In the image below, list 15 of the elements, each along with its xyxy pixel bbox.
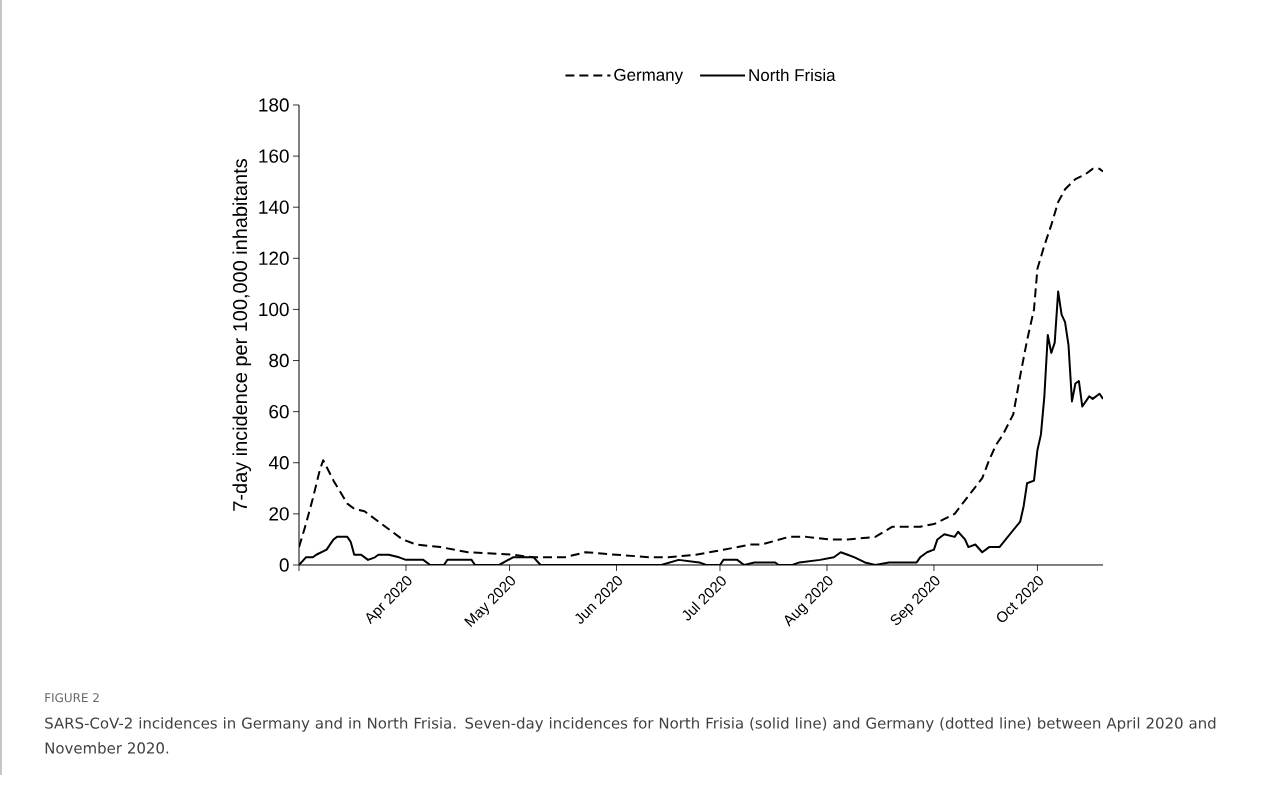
y-tick-label: 20: [269, 507, 289, 521]
text: SARS-CoV-2 incidences in Germany and in North Frisia. Seven-day incidences for North Frisia (solid line) and Germany (dotted line) between April 2020 and November 2020.: [45, 717, 1216, 754]
y-tick-label: 80: [269, 353, 289, 368]
legend-label: Germany: [614, 68, 684, 85]
y-tick-label: 140: [259, 200, 289, 214]
y-tick-label: 160: [259, 149, 289, 163]
y-axis-title: 7-day incidence per 100,000 inhabitants: [232, 159, 252, 511]
y-tick-label: 100: [259, 302, 289, 317]
y-tick-label: 40: [268, 456, 289, 470]
y-tick-label: 120: [259, 251, 289, 266]
y-tick-label: 60: [269, 404, 289, 419]
caption: FIGURE 2: [45, 693, 99, 703]
y-tick-label: 0: [279, 558, 289, 572]
y-tick-label: 180: [259, 98, 289, 112]
legend-label: North Frisia: [749, 68, 836, 82]
